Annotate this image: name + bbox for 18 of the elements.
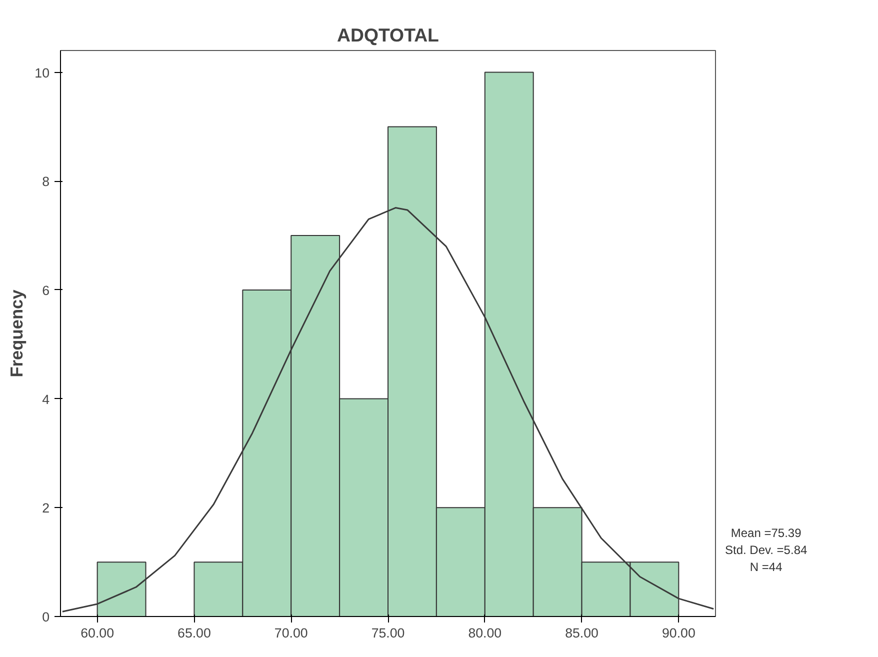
x-tick-label: 75.00	[371, 626, 405, 640]
chart-title: ADQTOTAL	[337, 24, 439, 46]
y-tick-label: 10	[34, 65, 50, 80]
text: Std. Dev. =5.84	[725, 543, 808, 558]
y-tick-label: 4	[42, 392, 50, 407]
x-tick-label: 80.00	[468, 626, 502, 640]
y-tick-label: 8	[42, 174, 50, 190]
y-axis-title: Frequency	[6, 289, 27, 378]
x-tick-label: 90.00	[662, 626, 696, 640]
x-tick-label: 70.00	[274, 626, 308, 640]
y-tick-label: 6	[42, 282, 50, 298]
x-tick-label: 85.00	[565, 626, 598, 640]
text: N =44	[750, 560, 782, 574]
x-tick-label: 60.00	[80, 626, 114, 640]
text: Mean =75.39	[730, 526, 802, 540]
y-tick-label: 2	[42, 500, 50, 516]
y-tick-label: 0	[42, 610, 50, 624]
x-tick-label: 65.00	[178, 626, 211, 640]
